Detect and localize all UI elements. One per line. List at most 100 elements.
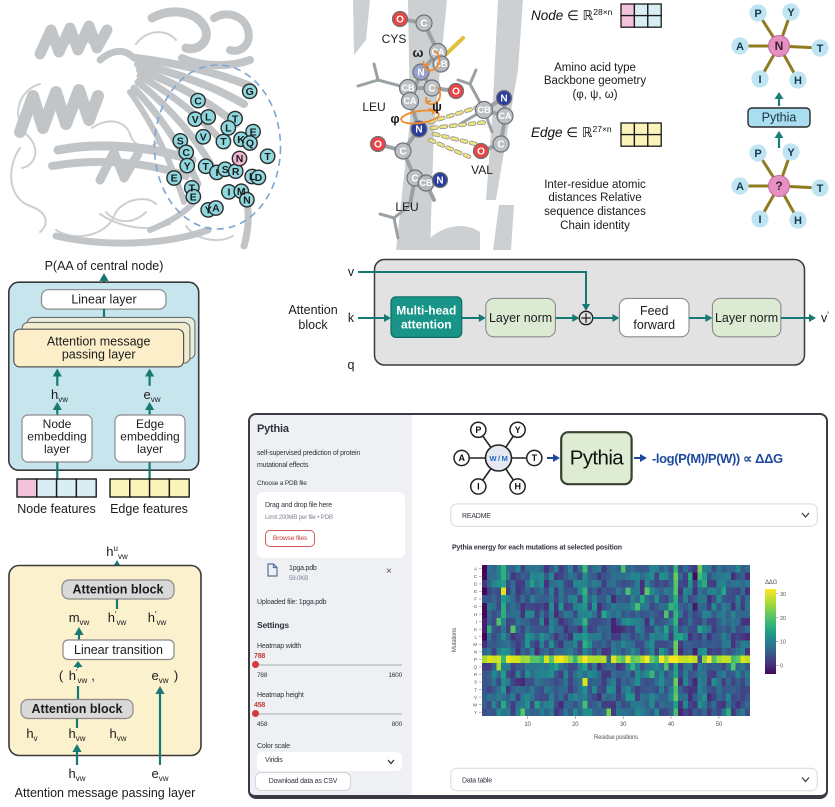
svg-text:CA: CA (499, 111, 512, 121)
svg-text:N: N (243, 194, 251, 206)
svg-text:M: M (473, 642, 477, 648)
svg-text:H: H (794, 75, 802, 87)
svg-text:P: P (754, 8, 761, 20)
svg-text:Edge features: Edge features (110, 502, 188, 516)
svg-text:N: N (474, 650, 478, 656)
svg-text:K: K (474, 627, 478, 633)
svg-text:20: 20 (572, 722, 579, 728)
svg-text:G: G (473, 604, 477, 610)
svg-text:φ: φ (390, 111, 399, 126)
svg-text:Multi-head: Multi-head (396, 304, 456, 318)
svg-text:CB: CB (435, 59, 448, 69)
svg-text:evw: evw (151, 766, 168, 783)
svg-text:E: E (474, 589, 477, 595)
svg-text:CYS: CYS (382, 32, 407, 46)
svg-text:20: 20 (780, 616, 786, 622)
svg-text:Edge ∈ ℝ27×n: Edge ∈ ℝ27×n (531, 124, 612, 140)
svg-text:Pythia: Pythia (762, 111, 797, 125)
svg-text:V: V (192, 114, 199, 126)
svg-text:LEU: LEU (395, 200, 418, 214)
svg-text:T: T (474, 687, 477, 693)
svg-text:hvw: hvw (68, 766, 85, 783)
svg-text:G: G (246, 86, 254, 98)
svg-text:v: v (348, 265, 355, 279)
svg-text:C: C (194, 95, 202, 107)
svg-text:P(AA of central node): P(AA of central node) (45, 259, 164, 273)
svg-text:k: k (348, 311, 355, 325)
svg-text:Y: Y (787, 7, 795, 19)
svg-text:sequence distances: sequence distances (544, 206, 646, 218)
svg-text:D: D (474, 582, 478, 588)
svg-text:layer: layer (137, 442, 163, 456)
svg-text:(φ, ψ, ω): (φ, ψ, ω) (572, 89, 617, 101)
svg-text:layer: layer (44, 442, 70, 456)
svg-text:CB: CB (420, 178, 433, 188)
svg-text:N: N (236, 153, 244, 165)
svg-text:C: C (420, 18, 427, 29)
svg-text:K: K (237, 134, 245, 146)
svg-text:E: E (190, 191, 197, 203)
svg-text:Backbone geometry: Backbone geometry (544, 75, 647, 87)
svg-text:I: I (758, 214, 761, 226)
svg-text:Attention message passing laye: Attention message passing layer (15, 786, 196, 800)
svg-text:Y: Y (205, 205, 212, 217)
svg-text:attention: attention (401, 318, 452, 332)
svg-text:R: R (232, 166, 240, 178)
svg-text:W: W (473, 702, 478, 708)
svg-text:CB: CB (402, 83, 415, 93)
svg-text:hv: hv (26, 726, 37, 743)
svg-text:v′: v′ (821, 310, 829, 325)
svg-text:Pythia: Pythia (570, 447, 625, 470)
svg-text:ΔΔG: ΔΔG (765, 580, 778, 586)
svg-text:Layer norm: Layer norm (489, 311, 552, 325)
svg-text:N: N (417, 67, 424, 78)
svg-text:-log(P(M)/P(W)) ∝ ΔΔG: -log(P(M)/P(W)) ∝ ΔΔG (652, 451, 783, 466)
svg-text:Node features: Node features (17, 502, 96, 516)
svg-text:Q: Q (246, 138, 254, 150)
svg-text:T: T (202, 161, 209, 173)
svg-text:10: 10 (780, 640, 786, 646)
svg-text:10: 10 (524, 722, 531, 728)
svg-text:ψ: ψ (432, 99, 442, 114)
svg-text:N: N (415, 124, 422, 135)
svg-text:A: A (736, 41, 744, 53)
svg-text:Feed: Feed (640, 304, 669, 318)
svg-text:S: S (222, 164, 229, 176)
svg-text:N: N (436, 175, 443, 186)
svg-text:N: N (775, 39, 784, 53)
svg-text:R: R (474, 672, 478, 678)
svg-text:Y: Y (787, 147, 795, 159)
svg-text:T: T (220, 136, 227, 148)
svg-text:N: N (500, 93, 507, 104)
svg-text:q: q (348, 358, 355, 372)
svg-text:T: T (817, 183, 824, 195)
svg-text:P: P (754, 148, 761, 160)
svg-text:M: M (237, 186, 246, 198)
svg-text:README: README (462, 513, 491, 520)
svg-text:A: A (212, 203, 220, 215)
svg-text:Linear transition: Linear transition (74, 643, 163, 657)
svg-text:Node ∈ ℝ28×n: Node ∈ ℝ28×n (531, 7, 613, 23)
svg-text:Y: Y (474, 710, 478, 716)
svg-text:T: T (532, 453, 538, 463)
svg-text:I: I (227, 187, 230, 199)
svg-text:30: 30 (780, 592, 786, 598)
svg-text:ω: ω (413, 45, 424, 60)
svg-text:,: , (91, 668, 95, 683)
svg-text:Pythia energy for each mutatio: Pythia energy for each mutations at sele… (452, 545, 622, 552)
svg-text:E: E (171, 173, 178, 185)
svg-text:O: O (396, 14, 404, 25)
svg-text:Linear layer: Linear layer (71, 293, 136, 307)
svg-text:VAL: VAL (471, 163, 493, 177)
svg-text:huvw: huvw (106, 544, 128, 561)
svg-text:A: A (458, 453, 465, 463)
svg-text:H: H (474, 612, 478, 618)
svg-text:C: C (399, 146, 406, 157)
svg-text:O: O (452, 86, 460, 97)
svg-text:F: F (474, 597, 477, 603)
svg-text:A: A (736, 181, 744, 193)
svg-text:Inter-residue atomic: Inter-residue atomic (544, 179, 646, 191)
svg-text:distances Relative: distances Relative (548, 192, 641, 204)
svg-text:H: H (514, 482, 520, 492)
svg-text:I: I (215, 167, 218, 179)
